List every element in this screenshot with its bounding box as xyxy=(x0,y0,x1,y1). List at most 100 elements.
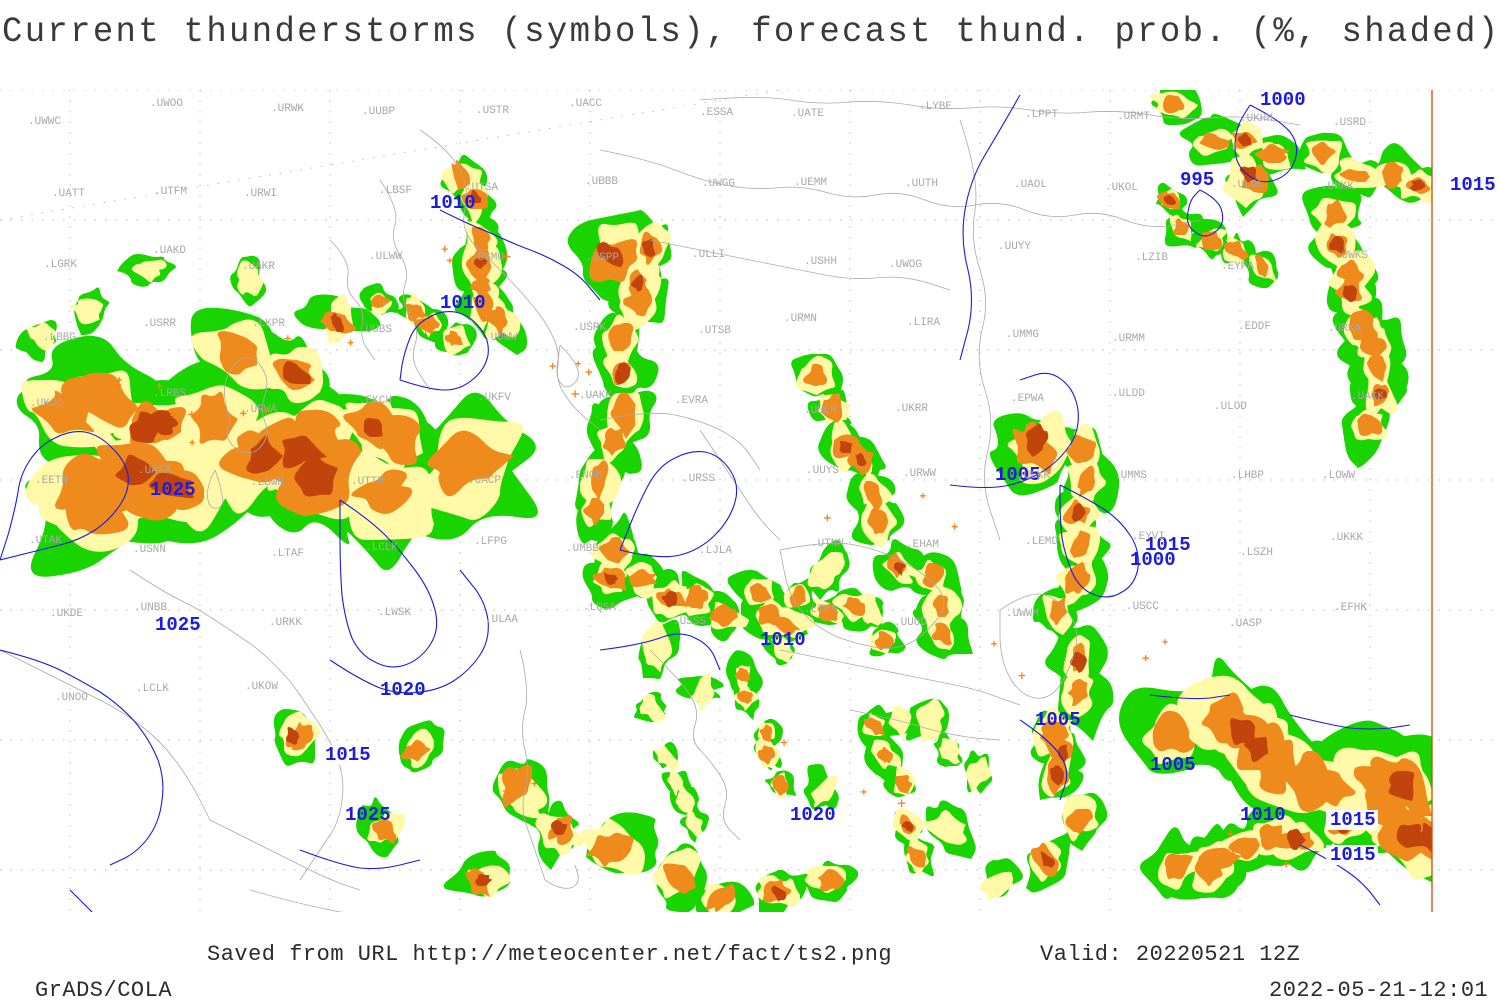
svg-text:1010: 1010 xyxy=(440,292,486,314)
svg-text:.ULOL: .ULOL xyxy=(1231,179,1264,191)
svg-text:.USNN: .USNN xyxy=(133,544,166,556)
svg-text:.UACP: .UACP xyxy=(468,475,501,487)
svg-text:1010: 1010 xyxy=(760,629,806,651)
svg-text:.URWA: .URWA xyxy=(244,404,277,416)
svg-text:.LHBP: .LHBP xyxy=(1231,470,1264,482)
svg-text:.UAOL: .UAOL xyxy=(1014,179,1047,191)
svg-text:.UUTH: .UUTH xyxy=(905,178,938,190)
svg-text:1015: 1015 xyxy=(1450,174,1496,196)
svg-text:.LCLK: .LCLK xyxy=(365,542,398,554)
svg-text:.UUOD: .UUOD xyxy=(894,617,927,629)
svg-text:.LIRA: .LIRA xyxy=(907,317,940,329)
svg-text:.UWGG: .UWGG xyxy=(702,178,735,190)
svg-text:.ULOD: .ULOD xyxy=(1214,401,1247,413)
svg-text:.ULDD: .ULDD xyxy=(1112,388,1145,400)
svg-text:.UUWW: .UUWW xyxy=(484,332,517,344)
svg-text:.UMBB: .UMBB xyxy=(566,543,599,555)
svg-text:1025: 1025 xyxy=(345,804,391,826)
svg-text:.UUBP: .UUBP xyxy=(362,106,395,118)
svg-text:.URSS: .URSS xyxy=(682,473,715,485)
svg-text:.UWKS: .UWKS xyxy=(1335,250,1368,262)
svg-text:.UWWC: .UWWC xyxy=(28,116,61,128)
svg-text:.LFPG: .LFPG xyxy=(474,536,507,548)
svg-text:.ESSA: .ESSA xyxy=(700,107,733,119)
svg-text:.UACK: .UACK xyxy=(1351,391,1384,403)
svg-text:.USRK: .USRK xyxy=(573,322,606,334)
svg-text:1020: 1020 xyxy=(790,804,836,826)
svg-text:.LBSF: .LBSF xyxy=(379,185,412,197)
svg-text:.URMM: .URMM xyxy=(1112,333,1145,345)
svg-text:.UKHH: .UKHH xyxy=(1240,113,1273,125)
svg-text:.LBBG: .LBBG xyxy=(43,332,76,344)
svg-text:.EKCH: .EKCH xyxy=(359,395,392,407)
svg-text:.UUYS: .UUYS xyxy=(806,465,839,477)
svg-text:1020: 1020 xyxy=(380,679,426,701)
svg-text:.UKOD: .UKOD xyxy=(30,398,63,410)
svg-text:.UKRR: .UKRR xyxy=(895,403,928,415)
svg-text:.LYBE: .LYBE xyxy=(919,101,952,113)
svg-text:.LSZH: .LSZH xyxy=(1240,547,1273,559)
svg-text:.UTSB: .UTSB xyxy=(698,325,731,337)
svg-text:.UTAK: .UTAK xyxy=(29,535,62,547)
svg-text:.LQSA: .LQSA xyxy=(583,602,616,614)
svg-text:.UTTN: .UTTN xyxy=(351,476,384,488)
svg-text:.LZIB: .LZIB xyxy=(1135,252,1168,264)
svg-text:.UATA: .UATA xyxy=(138,465,171,477)
svg-text:.URMN: .URMN xyxy=(784,313,817,325)
svg-text:.USRD: .USRD xyxy=(1333,117,1366,129)
svg-text:.EYPA: .EYPA xyxy=(1221,261,1254,273)
svg-text:.UAKK: .UAKK xyxy=(579,390,612,402)
svg-text:.URWW: .URWW xyxy=(903,468,936,480)
svg-text:.LTAF: .LTAF xyxy=(271,548,304,560)
svg-text:.URWI: .URWI xyxy=(244,188,277,200)
svg-text:.EFHK: .EFHK xyxy=(1334,602,1367,614)
svg-text:.URKK: .URKK xyxy=(269,617,302,629)
svg-text:.USTR: .USTR xyxy=(476,105,509,117)
svg-text:.UATT: .UATT xyxy=(52,188,85,200)
svg-text:.LCLK: .LCLK xyxy=(136,683,169,695)
svg-text:.UKFV: .UKFV xyxy=(478,392,511,404)
svg-text:.LPPT: .LPPT xyxy=(1025,109,1058,121)
svg-text:.UTFM: .UTFM xyxy=(154,186,187,198)
svg-text:1015: 1015 xyxy=(325,744,371,766)
svg-text:.LRBS: .LRBS xyxy=(153,388,186,400)
svg-text:995: 995 xyxy=(1180,169,1214,191)
svg-text:.UNBB: .UNBB xyxy=(134,602,167,614)
svg-text:.ULAA: .ULAA xyxy=(485,614,518,626)
svg-text:.ULWW: .ULWW xyxy=(369,251,402,263)
svg-text:.USRR: .USRR xyxy=(143,318,176,330)
svg-text:1010: 1010 xyxy=(1240,804,1286,826)
svg-text:1025: 1025 xyxy=(150,479,196,501)
svg-text:.LJLA: .LJLA xyxy=(699,545,732,557)
svg-text:1005: 1005 xyxy=(1035,709,1081,731)
svg-text:.LGRK: .LGRK xyxy=(44,259,77,271)
svg-text:.UMMG: .UMMG xyxy=(1006,329,1039,341)
svg-text:.UEMM: .UEMM xyxy=(794,177,827,189)
svg-text:.EYVI: .EYVI xyxy=(1132,531,1165,543)
svg-text:.UAKD: .UAKD xyxy=(153,245,186,257)
svg-text:.EETN: .EETN xyxy=(35,475,68,487)
svg-text:.LWSK: .LWSK xyxy=(378,607,411,619)
svg-text:.UMKK: .UMKK xyxy=(1321,181,1354,193)
svg-text:.EDDF: .EDDF xyxy=(1238,321,1271,333)
svg-text:.UAKR: .UAKR xyxy=(242,261,275,273)
svg-text:1015: 1015 xyxy=(1330,809,1376,831)
svg-text:.LBWN: .LBWN xyxy=(251,477,284,489)
svg-text:.URKA: .URKA xyxy=(1328,323,1361,335)
svg-text:1015: 1015 xyxy=(1330,844,1376,866)
svg-text:.USPP: .USPP xyxy=(586,252,619,264)
svg-text:.UTSA: .UTSA xyxy=(465,182,498,194)
svg-text:.UKOL: .UKOL xyxy=(1105,182,1138,194)
svg-text:.UWOG: .UWOG xyxy=(889,259,922,271)
svg-text:.UKKK: .UKKK xyxy=(1330,532,1363,544)
svg-text:.UASP: .UASP xyxy=(1229,618,1262,630)
svg-text:1000: 1000 xyxy=(1130,549,1176,571)
svg-text:.USHH: .USHH xyxy=(804,256,837,268)
svg-text:.UKDE: .UKDE xyxy=(50,608,83,620)
svg-text:.URWK: .URWK xyxy=(271,103,304,115)
svg-text:.UUBS: .UUBS xyxy=(359,324,392,336)
svg-text:.UBBB: .UBBB xyxy=(585,176,618,188)
svg-text:.USCC: .USCC xyxy=(1126,601,1159,613)
svg-text:.USMU: .USMU xyxy=(471,252,504,264)
svg-text:.LEMD: .LEMD xyxy=(1025,536,1058,548)
